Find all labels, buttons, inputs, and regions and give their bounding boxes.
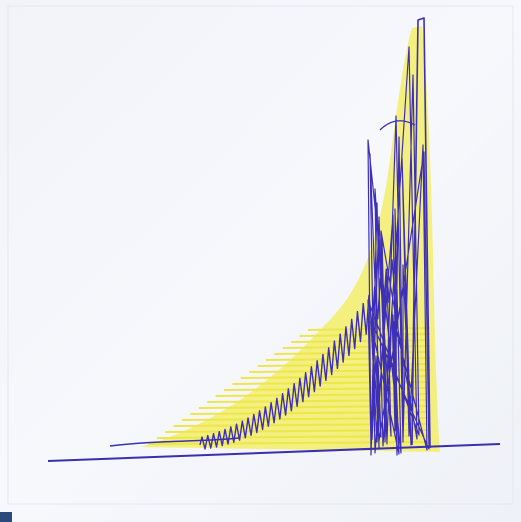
highlight-hatch [249, 369, 431, 373]
highlight-hatch [207, 399, 431, 403]
corner-mark [0, 512, 12, 522]
highlight-fill [140, 26, 440, 452]
peak-stroke [379, 120, 416, 131]
highlight-hatch [299, 333, 431, 337]
pen-strokes [199, 17, 431, 456]
baseline-stroke [109, 437, 241, 447]
highlight-hatch [232, 381, 431, 385]
highlight-hatch [198, 405, 431, 409]
vertical-scribble [367, 46, 430, 456]
highlight-hatch [274, 351, 431, 355]
highlight-hatch [181, 417, 431, 421]
baseline [47, 443, 501, 462]
highlight-hatch [240, 375, 431, 379]
peak-stroke [411, 17, 431, 449]
paper-edge [7, 5, 514, 505]
zigzag-stroke [199, 259, 396, 450]
